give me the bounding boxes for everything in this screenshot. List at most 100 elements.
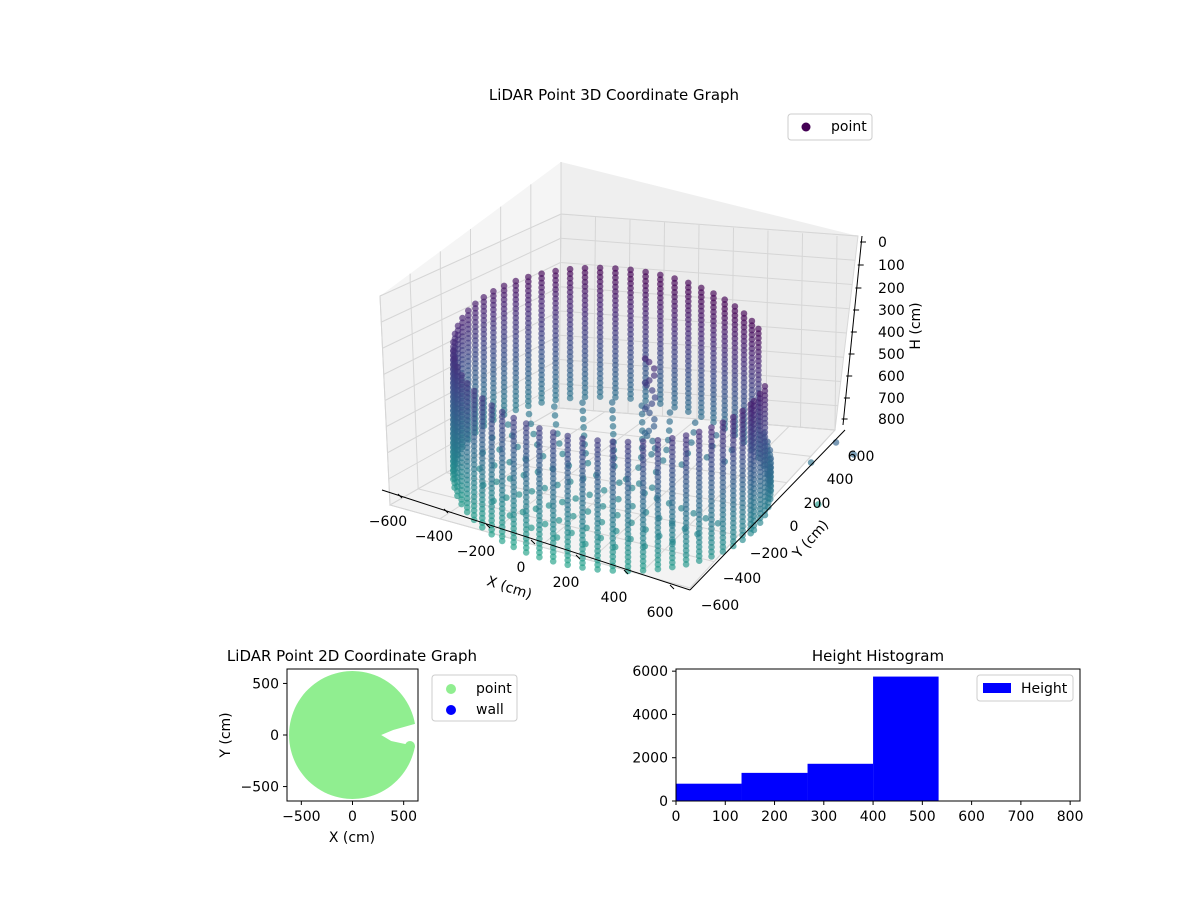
- point-3d: [730, 524, 737, 531]
- point-3d: [708, 470, 715, 477]
- point-3d: [463, 444, 471, 452]
- point-3d: [669, 563, 676, 571]
- point-3d: [671, 353, 678, 361]
- point-3d: [594, 561, 601, 569]
- point-3d: [730, 469, 737, 476]
- point-3d: [538, 357, 545, 365]
- point-3d: [490, 306, 497, 314]
- point-3d: [472, 341, 479, 349]
- x-tick-mark: [669, 584, 675, 590]
- point-3d: [458, 491, 465, 499]
- point-3d: [488, 452, 496, 460]
- x-tick-mark: [397, 493, 403, 499]
- point-3d: [512, 402, 520, 409]
- chart-3d-legend: point: [787, 113, 873, 141]
- point-3d: [624, 461, 632, 469]
- point-3d: [719, 483, 727, 491]
- point-3d: [645, 427, 653, 435]
- point-3d: [512, 277, 520, 285]
- chart-3d-top-back-pane: [561, 162, 858, 236]
- histogram-bar: [741, 772, 808, 801]
- point-3d: [480, 381, 488, 389]
- point-3d: [500, 360, 508, 368]
- point-3d: [480, 298, 488, 306]
- point-3d: [538, 302, 545, 310]
- point-3d: [566, 362, 574, 370]
- point-3d: [721, 360, 728, 368]
- point-3d: [596, 269, 604, 276]
- point-3d: [747, 474, 754, 482]
- point-3d: [498, 519, 506, 526]
- point-3d: [654, 473, 662, 481]
- point-3d: [500, 393, 508, 400]
- point-3d: [584, 508, 592, 515]
- x-tick-label: 400: [860, 809, 887, 825]
- point-3d: [609, 530, 617, 537]
- point-3d: [566, 394, 574, 402]
- point-3d: [472, 314, 479, 321]
- point-3d: [525, 384, 532, 391]
- point-3d: [581, 389, 589, 396]
- point-3d: [708, 497, 715, 505]
- point-3d: [627, 344, 634, 352]
- point-3d: [480, 307, 488, 315]
- chart-3d-points: [450, 264, 857, 575]
- point-3d: [654, 552, 662, 559]
- point-3d: [599, 503, 607, 510]
- point-3d: [510, 414, 517, 422]
- point-3d: [500, 370, 508, 377]
- point-3d: [721, 342, 728, 350]
- point-3d: [657, 372, 664, 380]
- point-3d: [538, 321, 545, 328]
- point-3d: [500, 342, 508, 350]
- point-3d: [643, 403, 650, 411]
- point-3d: [525, 379, 532, 387]
- point-3d: [682, 450, 690, 458]
- point-3d: [747, 465, 754, 473]
- point-3d: [685, 376, 692, 383]
- point-3d: [627, 289, 634, 297]
- point-3d: [747, 424, 754, 431]
- point-3d: [739, 513, 746, 521]
- point-3d: [730, 487, 737, 495]
- point-3d: [671, 325, 678, 333]
- point-3d: [642, 268, 649, 276]
- point-3d: [463, 393, 471, 401]
- point-3d: [579, 532, 586, 539]
- point-3d: [756, 399, 764, 407]
- point-3d: [564, 432, 571, 440]
- point-3d: [695, 502, 703, 509]
- point-3d: [682, 551, 690, 559]
- point-3d: [627, 395, 634, 402]
- y-tick-label: 6000: [632, 664, 668, 680]
- point-3d: [639, 507, 647, 514]
- point-3d: [463, 416, 471, 424]
- point-3d: [465, 330, 472, 338]
- point-3d: [642, 300, 649, 308]
- y-tick-label: 200: [804, 496, 831, 512]
- point-3d: [480, 312, 488, 320]
- point-3d: [525, 328, 532, 336]
- point-3d: [609, 456, 617, 464]
- point-3d: [490, 324, 497, 332]
- point-3d: [458, 418, 465, 425]
- point-3d: [657, 340, 664, 348]
- point-3d: [627, 317, 634, 324]
- point-3d: [594, 552, 601, 559]
- point-3d: [695, 483, 703, 491]
- point-3d: [581, 356, 589, 364]
- point-3d: [564, 552, 571, 559]
- point-3d: [500, 287, 508, 294]
- point-3d: [639, 516, 647, 524]
- point-3d: [671, 381, 678, 388]
- point-3d: [654, 556, 662, 564]
- point-3d: [730, 519, 737, 527]
- point-3d: [654, 501, 662, 509]
- point-3d: [639, 557, 647, 565]
- point-3d: [450, 347, 457, 354]
- point-3d: [721, 310, 728, 317]
- point-3d: [470, 452, 478, 459]
- point-3d: [657, 354, 664, 362]
- point-3d: [695, 539, 703, 546]
- point-3d: [480, 363, 488, 370]
